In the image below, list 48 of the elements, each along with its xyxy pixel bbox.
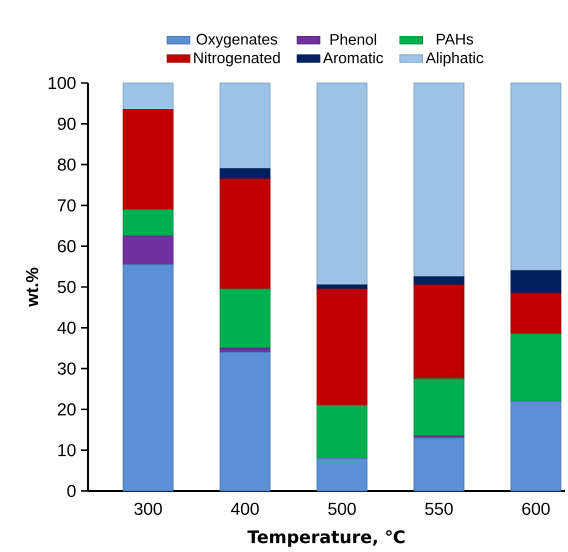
x-tick-label: 600 — [522, 502, 550, 515]
x-tick-label: 500 — [328, 502, 356, 515]
x-tick-label: 300 — [134, 502, 162, 515]
bar — [122, 82, 174, 110]
x-tick-label: 400 — [231, 502, 259, 515]
x-axis-title: Temperature, ℃ — [247, 530, 405, 547]
y-tick-label: 100 — [48, 76, 76, 90]
bar — [122, 236, 174, 265]
y-tick-label: 10 — [58, 444, 76, 456]
y-tick-label: 30 — [58, 362, 76, 375]
legend-label: PAHs — [436, 34, 474, 45]
bar — [220, 82, 270, 170]
y-tick-label: 0 — [67, 484, 76, 498]
legend-label: Aliphatic — [426, 52, 484, 66]
bar — [220, 352, 270, 492]
bar — [414, 438, 464, 492]
bar — [316, 404, 368, 459]
y-tick-label: 20 — [58, 403, 76, 416]
y-tick-label: 80 — [58, 158, 76, 171]
y-tick-label: 40 — [57, 322, 76, 334]
x-tick-label: 550 — [425, 502, 453, 515]
bar — [510, 334, 562, 402]
bar — [220, 288, 270, 349]
bar — [414, 284, 464, 380]
bar — [316, 82, 368, 286]
bar — [316, 458, 368, 492]
y-tick-label: 50 — [58, 280, 76, 294]
y-tick-label: 60 — [58, 240, 76, 252]
bar — [122, 109, 174, 210]
bar — [122, 209, 174, 236]
legend-label: Nitrogenated — [194, 52, 280, 66]
bar — [414, 276, 464, 286]
bar — [510, 292, 562, 334]
legend-label: Aromatic — [322, 52, 384, 64]
bar — [220, 168, 270, 180]
bar — [122, 264, 174, 492]
y-axis-title: wt.% — [26, 268, 38, 307]
bar — [510, 400, 562, 492]
bar — [414, 82, 464, 278]
y-tick-label: 70 — [58, 199, 76, 212]
bar — [414, 378, 464, 436]
bar — [510, 82, 562, 272]
legend-label: Oxygenates — [196, 34, 278, 48]
y-tick-label: 90 — [58, 118, 76, 130]
bar — [220, 178, 270, 290]
bar — [510, 270, 562, 294]
bar — [316, 288, 368, 406]
legend-label: Phenol — [330, 34, 376, 45]
